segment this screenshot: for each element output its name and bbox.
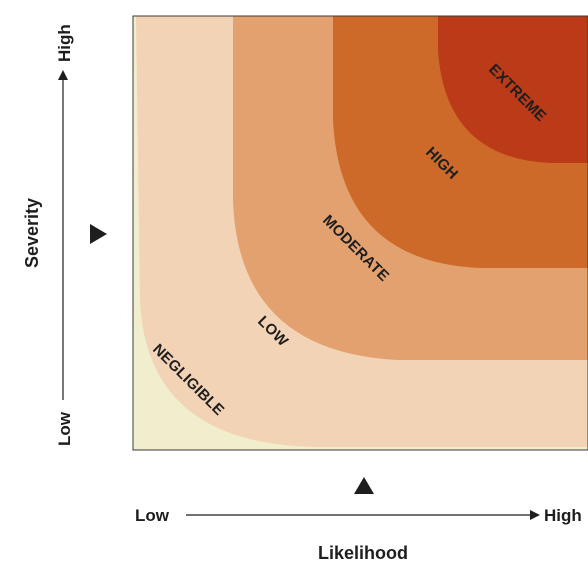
plot-border [132,15,588,451]
severity-pointer-icon [90,224,107,244]
y-axis-title: Severity [22,198,42,268]
likelihood-pointer-icon [354,477,374,494]
y-axis-high-label: High [55,24,74,62]
risk-zones [133,16,588,450]
y-axis-low-label: Low [55,411,74,446]
x-axis-arrowhead [530,510,540,520]
x-axis: Low High Likelihood [135,477,582,563]
x-axis-title: Likelihood [318,543,408,563]
x-axis-high-label: High [544,506,582,525]
x-axis-low-label: Low [135,506,170,525]
zone-extreme [438,16,588,163]
y-axis: High Low Severity [22,24,107,446]
y-axis-arrowhead [58,70,68,80]
